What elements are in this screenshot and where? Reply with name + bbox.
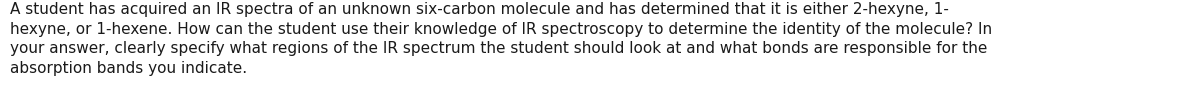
Text: A student has acquired an IR spectra of an unknown six-carbon molecule and has d: A student has acquired an IR spectra of … (10, 2, 991, 76)
